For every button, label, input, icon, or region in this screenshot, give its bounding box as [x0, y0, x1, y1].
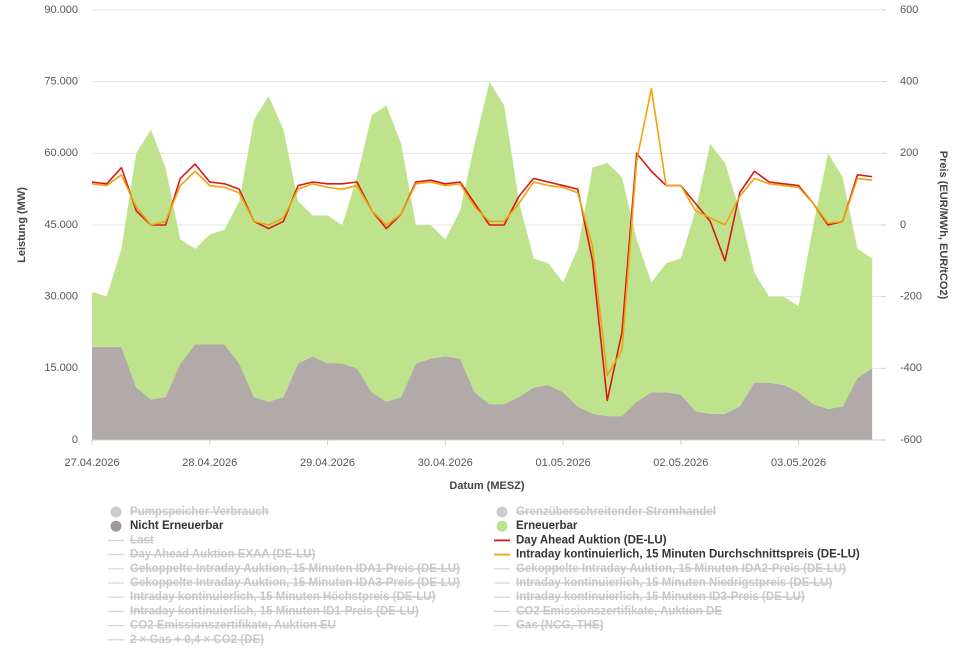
legend-item[interactable]: Intraday kontinuierlich, 15 Minuten Nied…	[494, 577, 832, 589]
x-tick-label: 03.05.2026	[771, 457, 826, 469]
x-tick-label: 01.05.2026	[536, 457, 591, 469]
legend-label: Intraday kontinuierlich, 15 Minuten ID1-…	[130, 605, 419, 617]
legend-item[interactable]: CO2 Emissionszertifikate, Auktion DE	[494, 605, 722, 617]
y2-tick-label: 0	[900, 219, 906, 231]
legend-item[interactable]: Gekoppelte Intraday Auktion, 15 Minuten …	[494, 563, 846, 575]
x-tick-label: 27.04.2026	[64, 457, 119, 469]
y-tick-label: 90.000	[44, 4, 78, 16]
legend-item[interactable]: Erneuerbar	[496, 520, 578, 532]
x-tick-label: 30.04.2026	[418, 457, 473, 469]
y-tick-label: 30.000	[44, 291, 78, 303]
legend-item[interactable]: Intraday kontinuierlich, 15 Minuten ID3-…	[494, 591, 805, 603]
x-tick-label: 02.05.2026	[653, 457, 708, 469]
legend-label: Gekoppelte Intraday Auktion, 15 Minuten …	[130, 563, 460, 575]
y-tick-label: 15.000	[44, 362, 78, 374]
y2-tick-label: -200	[900, 291, 922, 303]
area	[92, 344, 873, 440]
legend-label: Nicht Erneuerbar	[130, 520, 224, 532]
legend-item[interactable]: Day Ahead Auktion (DE-LU)	[494, 534, 667, 546]
legend-item[interactable]: 2 × Gas + 0,4 × CO2 (DE)	[108, 634, 264, 646]
legend-label: CO2 Emissionszertifikate, Auktion DE	[516, 605, 722, 617]
legend-label: Gekoppelte Intraday Auktion, 15 Minuten …	[130, 577, 460, 589]
legend-label: Grenzüberschreitender Stromhandel	[516, 506, 716, 518]
legend-marker	[110, 520, 122, 532]
y-axis-title: Leistung (MW)	[16, 187, 28, 263]
legend-marker	[496, 520, 508, 532]
y2-tick-label: 600	[900, 4, 918, 16]
legend-label: Last	[130, 534, 154, 546]
plot-area	[91, 9, 886, 445]
x-axis-title: Datum (MESZ)	[449, 480, 525, 492]
legend-label: 2 × Gas + 0,4 × CO2 (DE)	[130, 634, 264, 646]
legend-marker	[496, 506, 508, 518]
legend-item[interactable]: Grenzüberschreitender Stromhandel	[496, 506, 717, 518]
legend-item[interactable]: Nicht Erneuerbar	[110, 520, 224, 532]
y-tick-label: 75.000	[44, 76, 78, 88]
legend-label: Day Ahead Auktion (DE-LU)	[516, 534, 667, 546]
y2-tick-label: 400	[900, 76, 918, 88]
legend-label: Gekoppelte Intraday Auktion, 15 Minuten …	[516, 563, 846, 575]
x-tick-label: 28.04.2026	[182, 457, 237, 469]
legend-label: Intraday kontinuierlich, 15 Minuten Durc…	[516, 549, 860, 561]
y2-axis-title: Preis (EUR/MWh, EUR/tCO2)	[937, 151, 949, 300]
legend-item[interactable]: Intraday kontinuierlich, 15 Minuten Höch…	[108, 591, 436, 603]
legend-label: Pumpspeicher Verbrauch	[130, 506, 269, 518]
legend-item[interactable]: Day Ahead Auktion EXAA (DE-LU)	[108, 549, 315, 561]
y2-tick-label: -600	[900, 434, 922, 446]
x-tick-label: 29.04.2026	[300, 457, 355, 469]
y-tick-label: 45.000	[44, 219, 78, 231]
legend-item[interactable]: Gas (NCG, THE)	[494, 620, 604, 632]
legend-item[interactable]: Gekoppelte Intraday Auktion, 15 Minuten …	[108, 577, 460, 589]
legend-item[interactable]: Pumpspeicher Verbrauch	[110, 506, 269, 518]
legend-item[interactable]: Intraday kontinuierlich, 15 Minuten ID1-…	[108, 605, 419, 617]
legend-item[interactable]: Last	[108, 534, 154, 546]
legend-label: Intraday kontinuierlich, 15 Minuten ID3-…	[516, 591, 805, 603]
legend-label: Day Ahead Auktion EXAA (DE-LU)	[130, 549, 315, 561]
legend-item[interactable]: Intraday kontinuierlich, 15 Minuten Durc…	[494, 549, 860, 561]
legend-label: Gas (NCG, THE)	[516, 620, 604, 632]
legend-marker	[110, 506, 122, 518]
legend-label: CO2 Emissionszertifikate, Auktion EU	[130, 620, 336, 632]
legend-item[interactable]: CO2 Emissionszertifikate, Auktion EU	[108, 620, 336, 632]
y-tick-label: 60.000	[44, 147, 78, 159]
legend: Pumpspeicher Verbrauch Grenzüberschreiten…	[108, 506, 860, 646]
area	[92, 81, 873, 417]
legend-item[interactable]: Gekoppelte Intraday Auktion, 15 Minuten …	[108, 563, 460, 575]
legend-label: Intraday kontinuierlich, 15 Minuten Nied…	[516, 577, 832, 589]
y-tick-label: 0	[72, 434, 78, 446]
y2-tick-label: -400	[900, 362, 922, 374]
legend-label: Erneuerbar	[516, 520, 578, 532]
legend-label: Intraday kontinuierlich, 15 Minuten Höch…	[130, 591, 436, 603]
line	[91, 88, 873, 377]
y2-tick-label: 200	[900, 147, 918, 159]
